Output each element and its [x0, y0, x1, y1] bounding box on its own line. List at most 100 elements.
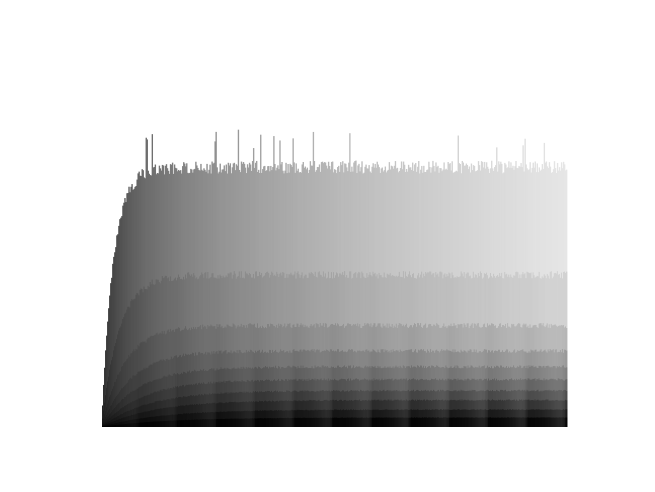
- bar-segment: [113, 425, 115, 427]
- bar-segment: [103, 384, 105, 427]
- bar-segment: [216, 419, 218, 427]
- bar-segment: [206, 419, 208, 427]
- bar-segment: [236, 418, 239, 427]
- bar-segment: [167, 420, 170, 427]
- bar-segment: [422, 417, 424, 427]
- bar-segment: [295, 418, 297, 427]
- bar-segment: [349, 417, 351, 427]
- bar-segment: [174, 420, 177, 427]
- bar-segment: [247, 418, 250, 427]
- bar-segment: [278, 418, 280, 427]
- bar-segment: [478, 417, 481, 427]
- bar-segment: [515, 417, 517, 427]
- bar-segment: [275, 418, 277, 427]
- bar-segment: [117, 234, 119, 427]
- bar-segment: [149, 421, 151, 427]
- bar-segment: [160, 421, 163, 427]
- bar-segment: [116, 235, 118, 427]
- bar-segment: [152, 421, 155, 427]
- bar-segment: [111, 425, 113, 427]
- bar-segment: [386, 417, 389, 427]
- bar-segment: [392, 417, 395, 427]
- bar-segment: [196, 419, 198, 427]
- bar-segment: [535, 417, 537, 427]
- bar-segment: [334, 417, 336, 427]
- bar-segment: [524, 417, 526, 427]
- bar-segment: [446, 417, 448, 427]
- bar-segment: [475, 417, 478, 427]
- bar-segment: [556, 417, 559, 427]
- bar-segment: [494, 417, 496, 427]
- bar-segment: [405, 417, 408, 427]
- bar-segment: [402, 417, 405, 427]
- bar-segment: [244, 418, 247, 427]
- bar-segment: [205, 419, 207, 427]
- bar-segment: [258, 418, 260, 427]
- bar-segment: [476, 417, 479, 427]
- bar-segment: [106, 426, 108, 427]
- bar-segment: [381, 417, 383, 427]
- bar-segment: [492, 417, 494, 427]
- bar-segment: [520, 417, 522, 427]
- bar-segment: [176, 420, 179, 427]
- bar-segment: [105, 395, 107, 427]
- bar-segment: [124, 198, 126, 427]
- bar-segment: [366, 417, 368, 427]
- bar-segment: [447, 417, 449, 427]
- bar-segment: [122, 424, 124, 427]
- bar-segment: [501, 417, 503, 427]
- bar-segment: [117, 424, 119, 427]
- bar-segment: [264, 418, 266, 427]
- bar-segment: [525, 417, 527, 427]
- bar-segment: [173, 420, 176, 427]
- bar-segment: [214, 418, 216, 427]
- bar-segment: [257, 418, 259, 427]
- bar-segment: [299, 417, 301, 427]
- bar-segment: [418, 417, 420, 427]
- bar-segment: [202, 419, 204, 427]
- bar-segment: [380, 417, 382, 427]
- bar-segment: [188, 419, 190, 427]
- bar-segment: [339, 417, 341, 427]
- bar-segment: [470, 417, 473, 427]
- bar-segment: [120, 424, 122, 427]
- bar-segment: [490, 417, 492, 427]
- bar-segment: [193, 419, 195, 427]
- bar-segment: [112, 263, 114, 427]
- bar-segment: [105, 350, 107, 427]
- bar-segment: [192, 419, 194, 427]
- bar-segment: [357, 417, 359, 427]
- bar-segment: [385, 417, 388, 427]
- bar-segment: [261, 418, 263, 427]
- bar-segment: [463, 417, 466, 427]
- bar-segment: [201, 419, 203, 427]
- bar-segment: [560, 417, 563, 427]
- bar-segment: [379, 417, 381, 427]
- bar-segment: [256, 418, 258, 427]
- bar-segment: [238, 418, 241, 427]
- bar-segment: [538, 417, 540, 427]
- bar-segment: [424, 417, 426, 427]
- bar-segment: [315, 417, 318, 427]
- bar-segment: [212, 419, 214, 427]
- bar-segment: [107, 425, 109, 427]
- bar-segment: [316, 417, 319, 427]
- bar-segment: [135, 419, 137, 427]
- bar-segment: [119, 424, 121, 427]
- bar-segment: [477, 417, 480, 427]
- bar-segment: [519, 417, 521, 427]
- bar-segment: [111, 277, 113, 427]
- bar-segment: [504, 417, 506, 427]
- bar-segment: [231, 418, 234, 427]
- bar-segment: [313, 417, 316, 427]
- bar-segment: [120, 217, 122, 427]
- bar-segment: [547, 417, 550, 427]
- bar-segment: [457, 417, 459, 427]
- bar-segment: [489, 417, 491, 427]
- bar-segment: [484, 417, 487, 427]
- bar-segment: [449, 417, 451, 427]
- bar-segment: [491, 417, 493, 427]
- bar-segment: [528, 417, 530, 427]
- bar-segment: [327, 417, 330, 427]
- bar-segment: [260, 418, 262, 427]
